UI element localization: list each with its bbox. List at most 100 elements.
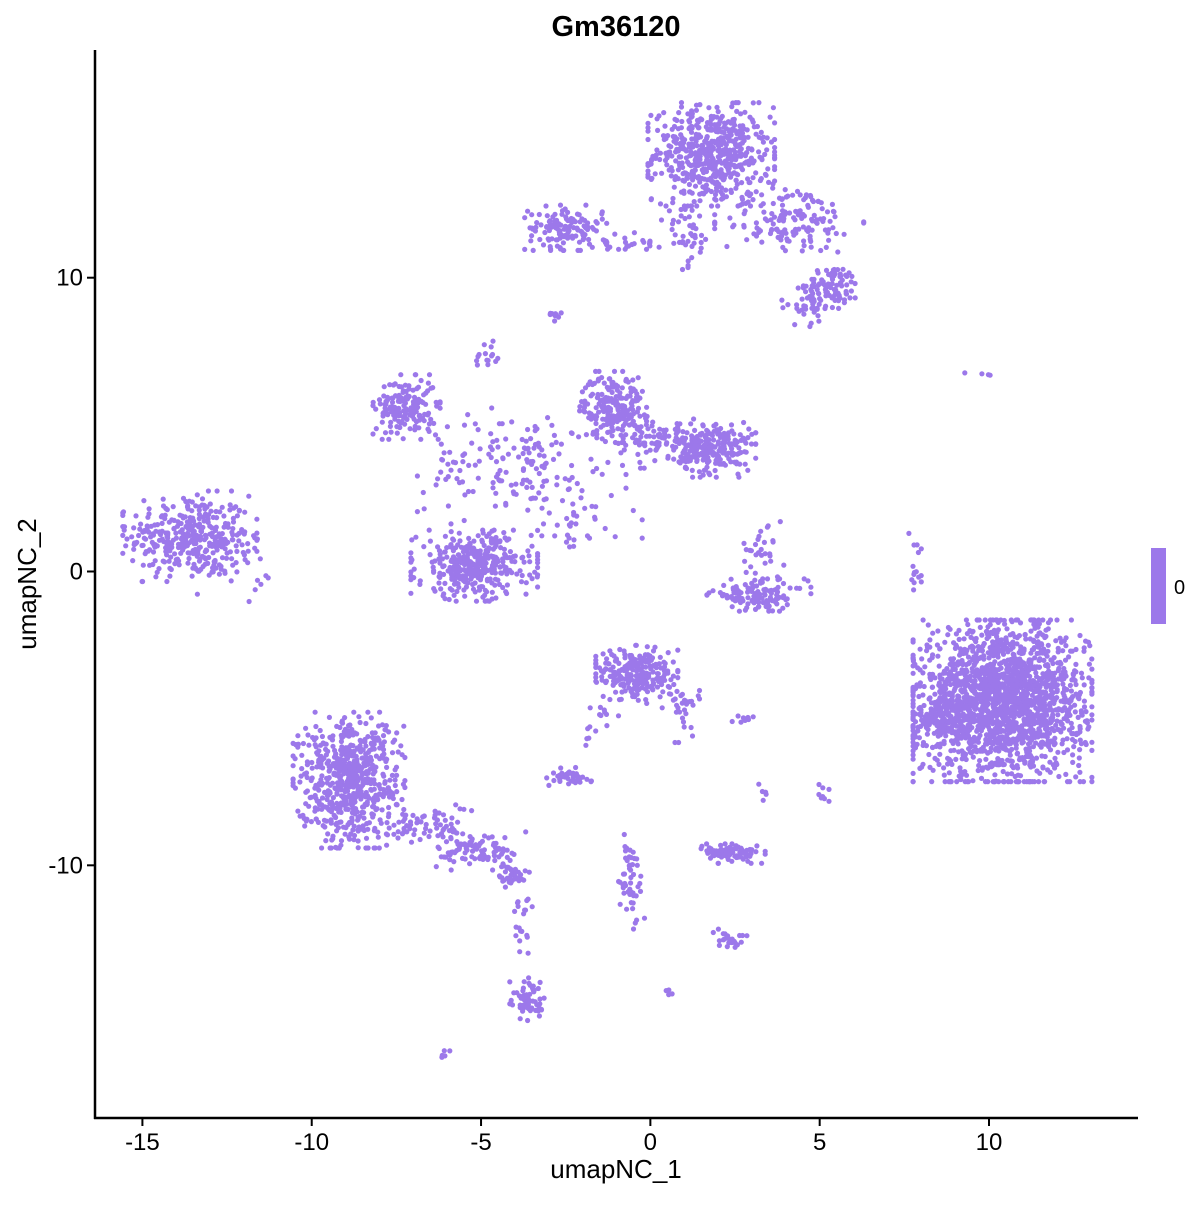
data-point	[741, 540, 747, 547]
data-point	[1019, 680, 1025, 686]
data-point	[552, 533, 558, 539]
data-point	[786, 210, 793, 216]
data-point	[841, 297, 848, 303]
data-point	[129, 534, 135, 540]
data-point	[1037, 656, 1043, 662]
data-point	[644, 404, 650, 410]
data-point	[536, 470, 542, 477]
data-point	[408, 590, 414, 596]
data-point	[921, 683, 927, 690]
data-point	[641, 465, 647, 471]
data-point	[987, 761, 993, 767]
data-point	[1089, 717, 1095, 723]
data-point	[694, 143, 700, 149]
data-point	[609, 379, 615, 385]
data-point	[734, 461, 740, 467]
data-point	[510, 553, 516, 560]
data-point	[977, 758, 983, 764]
data-point	[795, 212, 801, 218]
data-point	[912, 686, 919, 692]
data-point	[717, 151, 724, 157]
data-point	[1040, 671, 1046, 677]
data-point	[218, 563, 224, 570]
data-point	[589, 391, 596, 397]
data-point	[728, 174, 734, 180]
data-point	[589, 244, 595, 250]
data-point	[803, 192, 810, 198]
data-point	[619, 403, 625, 409]
data-point	[149, 539, 155, 546]
data-point	[961, 695, 967, 701]
data-point	[461, 517, 467, 524]
data-point	[1076, 692, 1082, 698]
data-point	[189, 573, 195, 579]
data-point	[725, 432, 731, 438]
data-point	[979, 371, 985, 377]
data-point	[630, 418, 637, 424]
data-point	[679, 118, 685, 125]
data-point	[934, 723, 940, 729]
data-point	[475, 353, 481, 360]
data-point	[996, 779, 1002, 785]
data-point	[1002, 737, 1009, 743]
data-point	[436, 580, 442, 586]
data-point	[910, 639, 916, 645]
data-point	[1077, 632, 1083, 639]
data-point	[502, 552, 508, 558]
data-point	[657, 201, 664, 207]
data-point	[434, 403, 440, 409]
data-point	[420, 489, 426, 496]
data-point	[698, 239, 704, 246]
data-point	[440, 593, 446, 599]
data-point	[1045, 620, 1052, 626]
data-point	[794, 188, 801, 194]
data-point	[467, 559, 473, 565]
data-point	[533, 224, 539, 230]
data-point	[803, 283, 809, 289]
data-point	[576, 239, 583, 245]
data-point	[724, 135, 731, 141]
data-point	[1073, 681, 1079, 688]
data-point	[976, 647, 982, 654]
data-point	[471, 538, 477, 544]
data-point	[451, 537, 457, 543]
data-point	[732, 164, 738, 170]
data-point	[560, 240, 567, 246]
data-point	[729, 604, 735, 610]
data-point	[764, 218, 770, 224]
data-point	[1004, 626, 1010, 632]
data-point	[448, 467, 454, 473]
data-point	[718, 185, 725, 191]
data-point	[802, 303, 809, 309]
data-point	[580, 237, 586, 243]
data-point	[437, 560, 443, 566]
data-point	[550, 456, 557, 462]
data-point	[504, 537, 510, 543]
data-point	[163, 549, 169, 555]
data-point	[782, 227, 788, 233]
data-point	[469, 440, 475, 446]
data-point	[467, 570, 473, 576]
data-point	[847, 295, 853, 301]
data-point	[535, 572, 541, 578]
data-point	[689, 467, 695, 473]
data-point	[668, 173, 674, 179]
data-point	[686, 181, 693, 188]
data-point	[780, 605, 786, 611]
data-point	[734, 108, 740, 114]
data-point	[937, 646, 943, 652]
data-point	[234, 548, 240, 555]
data-point	[221, 513, 227, 519]
data-point	[756, 550, 762, 556]
data-point	[403, 394, 409, 400]
data-point	[1056, 665, 1062, 672]
data-point	[528, 436, 534, 442]
data-point	[753, 441, 759, 447]
data-point	[672, 134, 678, 140]
data-point	[1008, 672, 1014, 678]
data-point	[242, 509, 248, 515]
data-point	[698, 432, 704, 438]
data-point	[209, 534, 216, 540]
data-point	[1073, 661, 1079, 668]
data-point	[677, 421, 683, 427]
